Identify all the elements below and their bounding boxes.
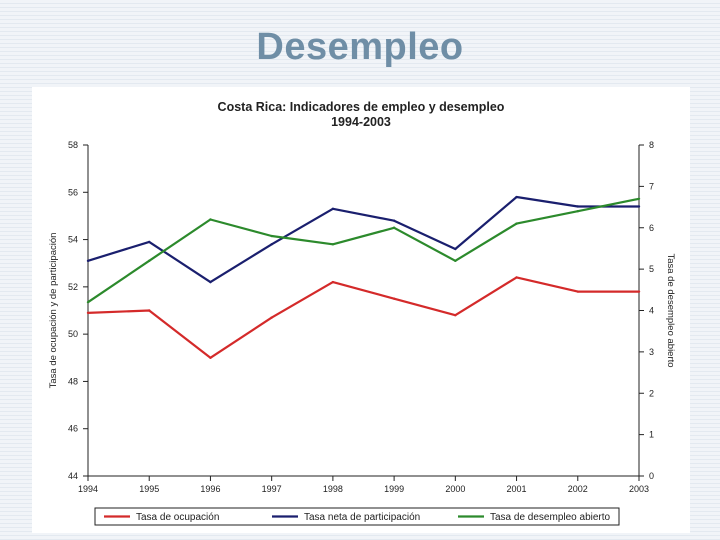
series-1-point	[454, 314, 457, 317]
series-2-point	[331, 207, 335, 211]
y-right-tick-label: 1	[649, 430, 654, 440]
y-left-tick-label: 52	[68, 282, 78, 292]
x-tick-label: 1998	[323, 484, 343, 494]
series-line-1	[87, 276, 639, 359]
legend-box	[94, 507, 620, 526]
series-2-point	[270, 243, 273, 246]
series-3-point	[148, 259, 151, 263]
legend-label-2: Tasa neta de participación	[304, 512, 420, 523]
y-left-tick-label: 44	[68, 471, 78, 481]
legend-label-1: Tasa de ocupación	[136, 512, 219, 523]
y-right-tick-label: 8	[649, 140, 654, 150]
y-axis-left-label: Tasa de ocupación y de participación	[48, 233, 59, 389]
y-left-tick-label: 56	[68, 187, 78, 197]
y-right-tick-label: 2	[649, 388, 654, 398]
series-3-point	[331, 243, 335, 246]
series-2-point	[392, 219, 396, 222]
x-tick-label: 1997	[262, 484, 282, 494]
x-tick-label: 1995	[139, 484, 159, 494]
series-2-point	[515, 195, 518, 199]
series-1-point	[209, 356, 212, 359]
series-1-point	[270, 316, 273, 319]
y-axis-right-label: Tasa de desempleo abierto	[665, 253, 676, 367]
series-2-point	[86, 259, 90, 263]
series-3-point	[454, 259, 457, 263]
series-3-point	[637, 197, 641, 200]
x-tick-label: 1999	[384, 484, 404, 494]
x-tick-label: 2000	[445, 484, 465, 494]
series-3-point	[576, 210, 579, 213]
series-1-point	[515, 276, 518, 279]
series-3-point	[270, 234, 273, 238]
series-3-point	[515, 222, 518, 225]
series-3-point	[86, 301, 90, 304]
series-3-point	[209, 218, 212, 221]
series-1-point	[86, 311, 90, 315]
series-1-point	[576, 290, 579, 293]
series-1-point	[331, 280, 335, 284]
series-2-point	[454, 247, 457, 251]
series-2-point	[148, 240, 151, 244]
series-2-point	[576, 205, 579, 208]
x-tick-label: 2001	[507, 484, 527, 494]
series-line-3	[87, 197, 640, 304]
chart-subtitle: 1994-2003	[331, 115, 391, 129]
y-right-tick-label: 6	[649, 223, 654, 233]
y-left-tick-label: 46	[68, 424, 78, 434]
line-chart: Costa Rica: Indicadores de empleo y dese…	[48, 100, 676, 526]
y-right-tick-label: 7	[649, 181, 654, 191]
x-tick-label: 2002	[568, 484, 588, 494]
y-right-tick-label: 4	[649, 306, 654, 316]
series-2-point	[637, 205, 641, 208]
x-tick-label: 1996	[200, 484, 220, 494]
series-1-point	[637, 290, 641, 293]
chart-panel: Costa Rica: Indicadores de empleo y dese…	[32, 87, 690, 533]
y-left-tick-label: 50	[68, 329, 78, 339]
slide-title: Desempleo	[256, 26, 464, 68]
series-2-point	[209, 280, 212, 284]
y-right-tick-label: 5	[649, 264, 654, 274]
x-tick-label: 2003	[629, 484, 649, 494]
y-left-tick-label: 48	[68, 376, 78, 386]
y-right-tick-label: 3	[649, 347, 654, 357]
series-line-2	[87, 195, 639, 284]
chart-title: Costa Rica: Indicadores de empleo y dese…	[218, 100, 505, 114]
x-tick-label: 1994	[78, 484, 98, 494]
y-left-tick-label: 54	[68, 235, 78, 245]
legend-label-3: Tasa de desempleo abierto	[490, 512, 611, 523]
y-left-tick-label: 58	[68, 140, 78, 150]
y-right-tick-label: 0	[649, 471, 654, 481]
series-3-point	[392, 226, 396, 229]
series-1-point	[392, 297, 396, 300]
series-1-point	[148, 309, 151, 312]
